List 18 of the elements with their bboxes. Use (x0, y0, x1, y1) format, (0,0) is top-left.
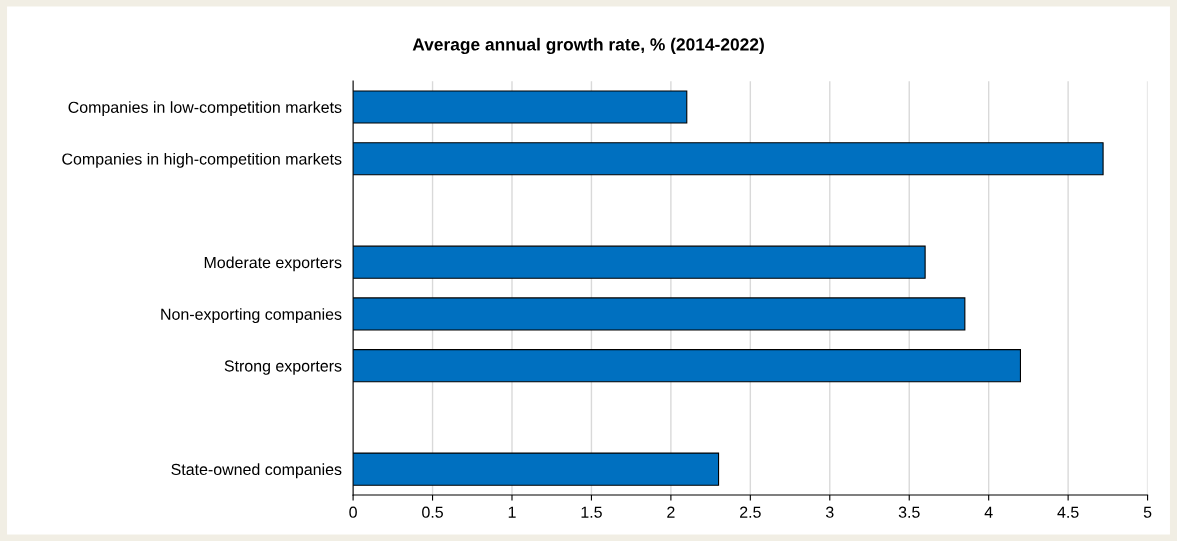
y-tick-label: State-owned companies (171, 463, 342, 479)
y-tick-label: Companies in high-competition markets (62, 152, 342, 168)
y-tick-label: Companies in low-competition markets (68, 101, 342, 117)
y-tick-label: Moderate exporters (204, 256, 342, 272)
x-tick-label: 1.5 (581, 506, 602, 518)
chart-title: Average annual growth rate, % (2014-2022) (412, 37, 764, 55)
x-tick-label: 5 (1143, 506, 1152, 518)
x-tick-label: 2.5 (740, 506, 761, 518)
x-tick-label: 0 (349, 506, 357, 518)
x-tick-label: 4 (984, 506, 993, 518)
y-tick-label: Strong exporters (224, 360, 342, 375)
y-tick-label: Non-exporting companies (161, 308, 342, 324)
x-tick-label: 1 (508, 506, 516, 518)
x-tick-label: 2 (667, 506, 675, 518)
x-tick-label: 3 (825, 506, 834, 518)
x-tick-label: 4.5 (1057, 506, 1079, 518)
x-tick-label: 0.5 (422, 506, 443, 518)
x-tick-label: 3.5 (898, 506, 920, 518)
